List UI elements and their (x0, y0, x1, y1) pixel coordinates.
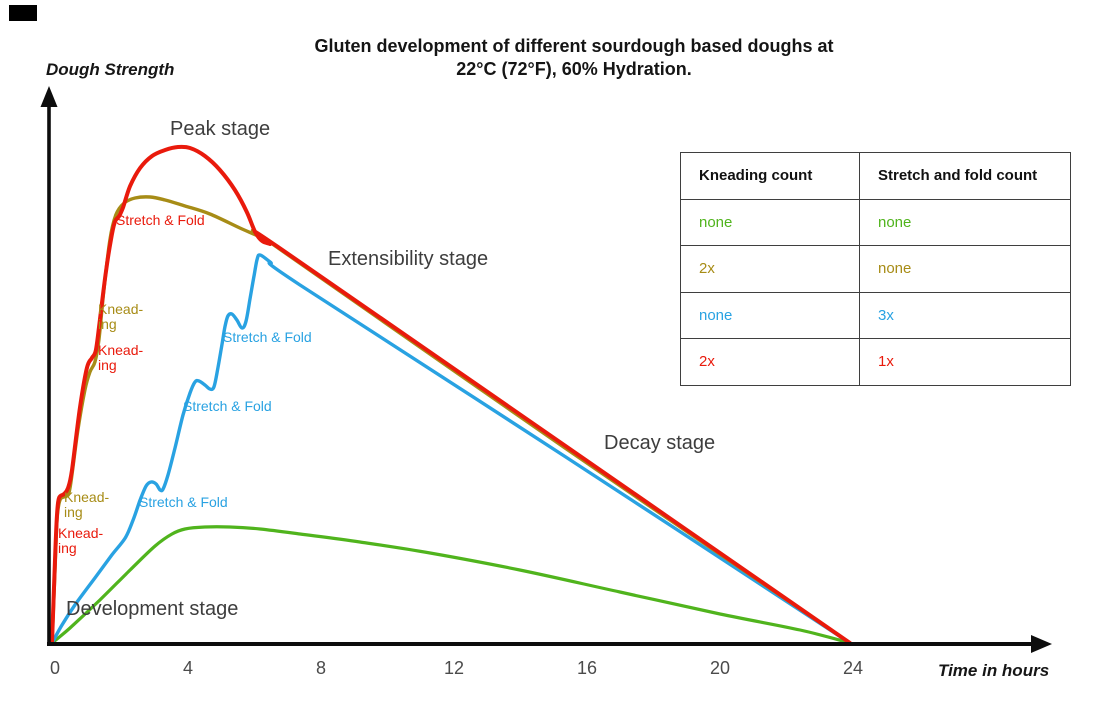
legend-cell-kneading: 2x (680, 338, 860, 386)
curve-annotation: Knead- ing (98, 301, 144, 332)
legend-row: 2x none (680, 245, 1071, 293)
curve-green (50, 525, 852, 645)
y-axis-arrow-icon (40, 86, 58, 107)
stage-label-decay: Decay stage (604, 432, 716, 454)
stage-label-development: Development stage (66, 598, 239, 620)
legend-header-fold: Stretch and fold count (859, 152, 1071, 200)
legend-cell-kneading: none (680, 198, 860, 246)
logo-mark (9, 5, 37, 21)
legend-row: none 3x (680, 291, 1071, 339)
legend-cell-kneading: none (680, 291, 860, 339)
stage-label-peak: Peak stage (170, 118, 271, 140)
legend-header-row: Kneading count Stretch and fold count (680, 152, 1071, 200)
curve-annotation: Stretch & Fold (116, 212, 205, 228)
chart-title-line1: Gluten development of different sourdoug… (314, 36, 834, 56)
x-axis-arrow-icon (1031, 635, 1052, 653)
legend-cell-kneading: 2x (680, 245, 860, 293)
y-axis-label: Dough Strength (46, 60, 175, 79)
legend-row: 2x 1x (680, 338, 1071, 386)
legend-cell-fold: none (859, 245, 1071, 293)
curve-annotation: Knead- ing (58, 525, 104, 556)
x-tick-label: 0 (49, 658, 61, 678)
legend-table: Kneading count Stretch and fold count no… (680, 152, 1071, 386)
legend-header-kneading: Kneading count (680, 152, 860, 200)
x-tick-label: 20 (709, 658, 731, 678)
legend-cell-fold: 1x (859, 338, 1071, 386)
stage-label-extensibility: Extensibility stage (328, 248, 489, 270)
x-tick-label: 4 (182, 658, 194, 678)
x-tick-label: 16 (576, 658, 598, 678)
curve-annotation: Knead- ing (64, 489, 110, 520)
curve-annotation: Stretch & Fold (139, 494, 228, 510)
legend-row: none none (680, 198, 1071, 246)
curve-red (50, 144, 852, 645)
x-tick-label: 24 (842, 658, 864, 678)
x-tick-label: 8 (315, 658, 327, 678)
curve-annotation: Stretch & Fold (183, 398, 272, 414)
curve-blue (50, 253, 852, 645)
curve-annotation: Knead- ing (98, 342, 144, 373)
legend-cell-fold: 3x (859, 291, 1071, 339)
legend-cell-fold: none (859, 198, 1071, 246)
x-axis-label: Time in hours (938, 661, 1050, 680)
chart-title-line2: 22°C (72°F), 60% Hydration. (456, 59, 692, 79)
x-tick-label: 12 (443, 658, 465, 678)
curve-annotation: Stretch & Fold (223, 329, 312, 345)
